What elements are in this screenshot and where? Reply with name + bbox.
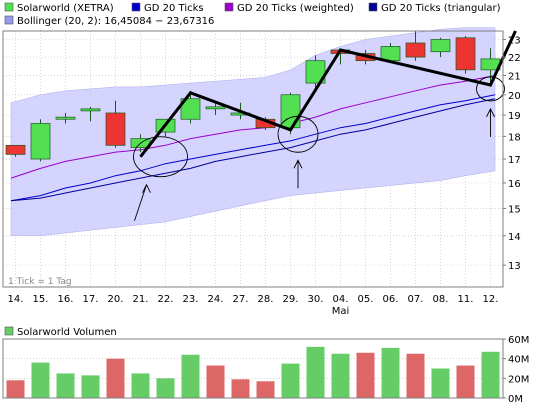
volume-bar	[57, 373, 75, 398]
volume-bar	[32, 363, 50, 398]
date-tick-label: 16.	[58, 294, 74, 305]
candle-down	[456, 38, 475, 70]
date-tick-label: 17.	[83, 294, 99, 305]
legend-entry: GD 20 Ticks (weighted)	[237, 3, 354, 14]
date-tick-label: 30.	[308, 294, 324, 305]
volume-bar	[307, 347, 325, 398]
date-tick-label: 22.	[158, 294, 174, 305]
price-tick-label: 17	[508, 155, 521, 166]
price-tick-label: 20	[508, 91, 521, 102]
legend-swatch	[225, 3, 233, 11]
date-tick-label: 14.	[8, 294, 24, 305]
volume-bar	[82, 375, 100, 398]
volume-tick-label: 0M	[508, 394, 523, 405]
volume-legend: Solarworld Volumen	[5, 327, 117, 338]
date-axis: 14. 15. 16. 17. 20. 21. 22. 23. 24. 27. 28. 29. 30. 0…	[8, 294, 499, 305]
legend-swatch	[132, 3, 140, 11]
price-tick-label: 19	[508, 111, 521, 122]
price-tick-label: 14	[508, 232, 521, 243]
volume-bar	[207, 366, 225, 398]
candle-down	[406, 43, 425, 57]
volume-bar	[132, 373, 150, 398]
date-tick-label: 07.	[408, 294, 424, 305]
candle-up	[206, 107, 225, 109]
date-tick-label: 11.	[458, 294, 474, 305]
volume-bar	[157, 378, 175, 398]
volume-bar	[107, 359, 125, 398]
tick-note: 1 Tick = 1 Tag	[8, 277, 72, 287]
legend: Solarworld (XETRA) GD 20 Ticks GD 20 Ticks…	[5, 3, 501, 27]
volume-panel	[3, 339, 503, 398]
volume-bar	[232, 379, 250, 398]
volume-axis: 0M 20M 40M 60M	[503, 335, 529, 405]
volume-bar	[7, 380, 25, 398]
month-label: Mai	[332, 306, 350, 317]
legend-swatch	[5, 3, 13, 11]
legend-swatch	[369, 3, 377, 11]
candle-up	[281, 95, 300, 128]
volume-bar	[432, 369, 450, 399]
volume-bar	[357, 353, 375, 398]
date-tick-label: 27.	[233, 294, 249, 305]
date-tick-label: 08.	[433, 294, 449, 305]
legend-entry: Solarworld (XETRA)	[17, 3, 114, 14]
price-tick-label: 15	[508, 205, 521, 216]
date-tick-label: 23.	[183, 294, 199, 305]
volume-bar	[332, 354, 350, 398]
volume-bar	[282, 364, 300, 398]
price-axis: 13 14 15 16 17 18 19 20 21 22 23	[503, 36, 521, 273]
price-tick-label: 18	[508, 132, 521, 143]
date-tick-label: 21.	[133, 294, 149, 305]
legend-swatch	[5, 16, 13, 24]
candle-down	[6, 145, 25, 154]
volume-bar	[407, 354, 425, 398]
price-tick-label: 22	[508, 53, 521, 64]
candle-down	[106, 113, 125, 145]
volume-tick-label: 20M	[508, 374, 529, 385]
volume-bar	[382, 348, 400, 398]
candle-up	[431, 40, 450, 52]
volume-tick-label: 60M	[508, 335, 529, 346]
volume-legend-swatch	[5, 327, 13, 335]
volume-bar	[182, 355, 200, 398]
price-tick-label: 13	[508, 261, 521, 272]
price-tick-label: 21	[508, 71, 521, 82]
legend-entry: GD 20 Ticks (triangular)	[381, 3, 501, 14]
volume-legend-label: Solarworld Volumen	[17, 327, 117, 338]
volume-bar	[257, 381, 275, 398]
date-tick-label: 15.	[33, 294, 49, 305]
candle-up	[31, 123, 50, 159]
date-tick-label: 04.	[333, 294, 349, 305]
date-tick-label: 24.	[208, 294, 224, 305]
date-tick-label: 20.	[108, 294, 124, 305]
date-tick-label: 29.	[283, 294, 299, 305]
date-tick-label: 28.	[258, 294, 274, 305]
volume-tick-label: 40M	[508, 355, 529, 366]
date-tick-label: 12.	[483, 294, 499, 305]
date-tick-label: 06.	[383, 294, 399, 305]
volume-bar	[482, 352, 500, 398]
volume-bar	[457, 366, 475, 398]
legend-entry: Bollinger (20, 2): 16,45084 − 23,67316	[17, 16, 214, 27]
candle-up	[56, 117, 75, 119]
candle-up	[381, 46, 400, 60]
candle-up	[81, 109, 100, 111]
date-tick-label: 05.	[358, 294, 374, 305]
price-tick-label: 23	[508, 36, 521, 47]
price-tick-label: 16	[508, 179, 521, 190]
legend-entry: GD 20 Ticks	[144, 3, 204, 14]
